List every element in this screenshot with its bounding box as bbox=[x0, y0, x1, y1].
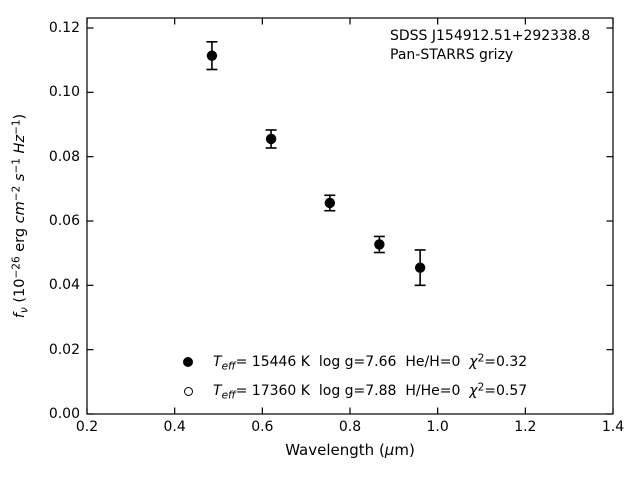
source-annotation: SDSS J154912.51+292338.8 Pan-STARRS grizy bbox=[390, 27, 590, 64]
mu-symbol: μ bbox=[384, 441, 395, 459]
data-point-marker bbox=[265, 133, 277, 145]
y-tick-label: 0.04 bbox=[48, 277, 80, 294]
legend-label-model-1: Teff= 15446 K log g=7.66 He/H=0 χ2=0.32 bbox=[213, 352, 528, 373]
y-tick-label: 0.02 bbox=[48, 341, 80, 358]
x-tick-label: 0.4 bbox=[163, 419, 186, 435]
y-axis-label: fν (10−26 erg cm−2 s−1 Hz−1) bbox=[10, 113, 31, 319]
annotation-survey: Pan-STARRS grizy bbox=[390, 46, 514, 63]
data-point-marker bbox=[414, 262, 426, 273]
y-tick-label: 0.10 bbox=[48, 84, 80, 101]
legend-label-model-2: Teff= 17360 K log g=7.88 H/He=0 χ2=0.57 bbox=[213, 381, 528, 402]
nu-subscript: ν bbox=[18, 307, 31, 314]
x-tick-label: 1.0 bbox=[426, 419, 449, 435]
legend-entry-model-2: Teff= 17360 K log g=7.88 H/He=0 χ2=0.57 bbox=[182, 381, 528, 402]
x-tick-label: 1.2 bbox=[514, 419, 537, 435]
y-tick-label: 0.12 bbox=[48, 20, 80, 36]
filled-circle-icon bbox=[182, 356, 194, 368]
open-circle-icon bbox=[182, 385, 194, 397]
y-tick-label: 0.06 bbox=[48, 213, 80, 229]
y-tick-label: 0.00 bbox=[48, 406, 80, 422]
x-tick-label: 0.2 bbox=[75, 419, 99, 435]
x-axis-label: Wavelength (μm) bbox=[285, 441, 415, 459]
x-tick-label: 1.4 bbox=[601, 419, 625, 435]
data-point-marker bbox=[206, 50, 218, 61]
x-tick-label: 0.8 bbox=[338, 419, 362, 435]
x-tick-label: 0.6 bbox=[251, 419, 274, 435]
legend-entry-model-1: Teff= 15446 K log g=7.66 He/H=0 χ2=0.32 bbox=[182, 352, 528, 373]
annotation-object-id: SDSS J154912.51+292338.8 bbox=[390, 28, 591, 44]
y-tick-label: 0.08 bbox=[48, 148, 80, 165]
data-point-marker bbox=[374, 239, 385, 250]
data-point-marker bbox=[324, 197, 336, 209]
